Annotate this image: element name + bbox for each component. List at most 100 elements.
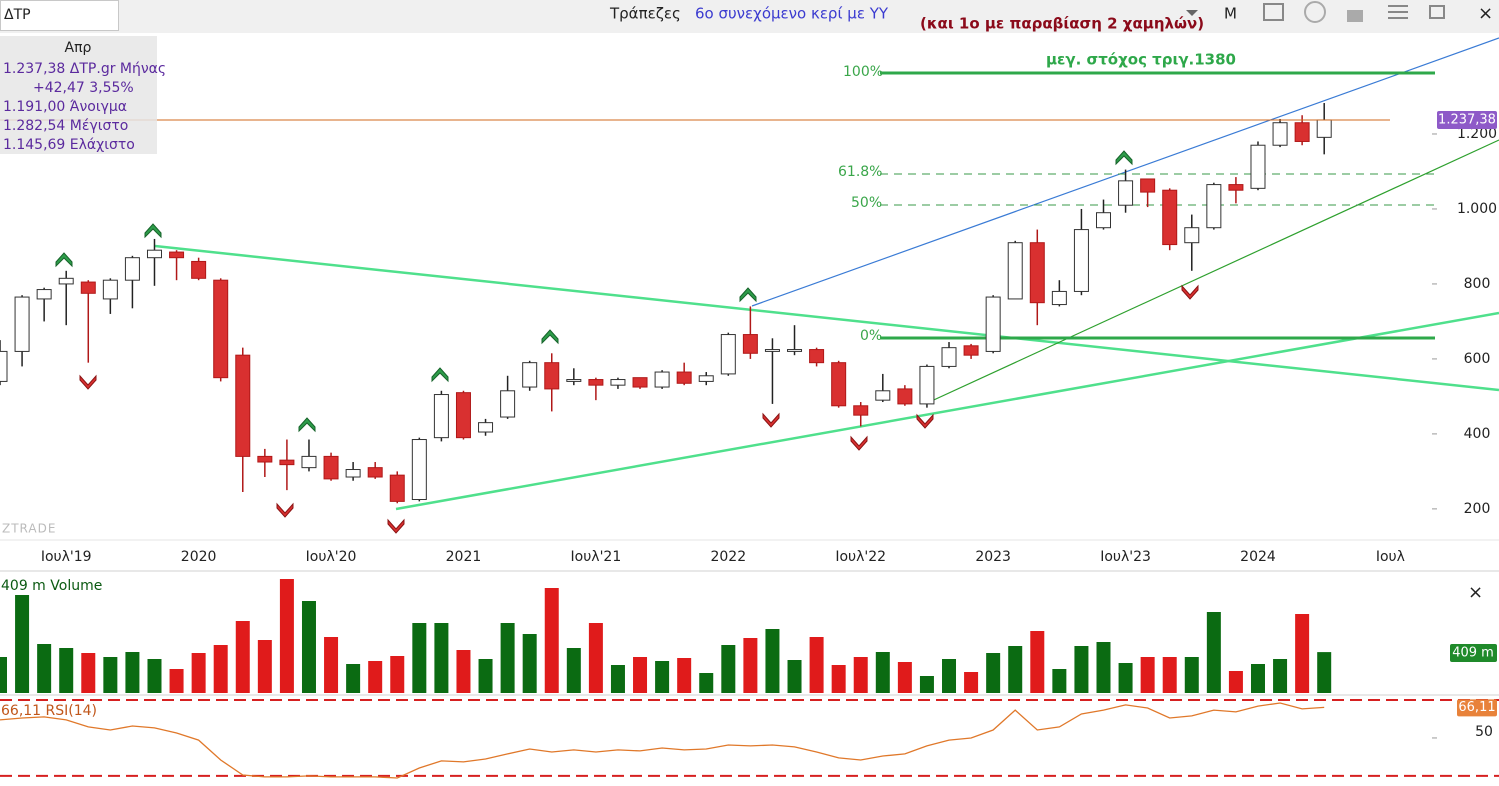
volume-bar [1206,612,1221,693]
up-arrow [298,417,316,433]
volume-bar [919,676,934,693]
fib-label: 61.8% [838,164,882,180]
info-low: 1.145,69 Ελάχιστο [3,137,135,153]
rsi-legend: 66,11 RSI(14) [1,703,97,719]
dropdown[interactable] [1186,10,1198,16]
candle-body [411,439,427,501]
down-arrow [762,412,780,428]
info-month: Απρ [65,40,92,56]
volume-bar [853,657,868,693]
y-tick-label: 50 [1475,724,1493,740]
candle-body [169,251,185,259]
candle-body [963,345,979,356]
channel-line [924,139,1499,405]
volume-bar [1228,671,1243,693]
volume-bar [522,634,537,693]
volume-bar [1184,657,1199,693]
icon-quote[interactable] [1304,1,1326,23]
x-tick-label: Ιουλ'20 [306,549,357,565]
volume-bar [301,601,316,693]
y-tick-label: 200 [1464,501,1491,517]
volume-bar [610,665,625,693]
candle-body [544,362,560,390]
candle-body [500,390,516,418]
rsi-line [0,702,1325,779]
icon-panel[interactable] [1263,3,1284,21]
marks: Ιουλ'19 2020 Ιουλ'20 2021 Ιουλ'21 2022 Ιουλ'22… [0,103,1499,779]
icon-menu[interactable] [1388,5,1408,19]
volume-bar [765,629,780,693]
candle-body [654,371,670,388]
info-open: 1.191,00 Άνοιγμα [3,99,127,115]
x-tick-label: 2022 [710,549,746,565]
last-volume-badge [1450,644,1497,662]
volume-bar [787,660,802,693]
period-button[interactable]: M [1224,5,1237,23]
x-tick-label: Ιουλ'23 [1100,549,1151,565]
volume-bar [677,658,692,693]
close-button[interactable]: × [1478,3,1493,24]
close-panel[interactable]: × [1468,582,1483,603]
candle-body [478,422,494,433]
candle-body [14,296,30,352]
candle-body [301,455,317,469]
volume-bar [1317,652,1332,693]
candle-body [0,350,8,382]
candle-body [1096,212,1111,229]
candle-body [213,279,229,379]
candle-body [1073,229,1089,292]
volume-bar [1074,646,1089,693]
candle-body [1294,122,1310,142]
volume-bar [0,657,7,693]
candle-body [985,296,1001,352]
candle-body [1250,144,1266,189]
x-tick-label: 2021 [446,549,482,565]
volume-bar [125,652,140,693]
candle-body [764,349,780,352]
volume-bar [1008,646,1023,693]
candle-body [389,474,405,502]
note-red: (και 1ο με παραβίαση 2 χαμηλών) [920,15,1204,33]
volume-bar [37,644,52,693]
y-tick-label: 1.000 [1457,201,1497,217]
volume-bar [743,638,758,693]
candle-body [191,260,207,279]
x-tick-label: 2024 [1240,549,1276,565]
fib-label: 0% [860,328,882,344]
signal-arrows [79,284,1199,534]
volume-bar [346,664,361,693]
candle-body [257,455,273,463]
volume-bar [324,637,339,693]
symbol-input[interactable] [0,0,119,31]
candle-body [124,257,140,281]
up-arrow [739,287,757,303]
volume-bar [191,653,206,693]
x-tick-label: 2020 [181,549,217,565]
candle-body [146,249,162,259]
x-tick-label: Ιουλ'19 [41,549,92,565]
candle-body [1007,242,1023,300]
candle-body [455,392,471,439]
volume-bar [390,656,405,693]
volume-bar [1052,669,1067,693]
candle-body [787,349,803,352]
candle-body [279,459,295,466]
down-arrow [79,374,97,390]
volume-bar [15,595,30,693]
volume-bar [1030,631,1045,693]
volume-bar [478,659,493,693]
icon-restore[interactable] [1429,5,1445,19]
y-tick-label: 400 [1464,426,1491,442]
candle-body [676,371,692,384]
volume-bar [588,623,603,693]
candle-body [1184,227,1200,244]
y-tick-label: 1.200 [1457,126,1497,142]
candle-body [80,281,96,294]
volume-bar [831,665,846,693]
candle-body [102,279,118,300]
volume-bar [942,659,957,693]
volume-bar [633,657,648,693]
icon-lock[interactable] [1347,10,1363,22]
x-tick-label: Ιουλ'21 [571,549,622,565]
